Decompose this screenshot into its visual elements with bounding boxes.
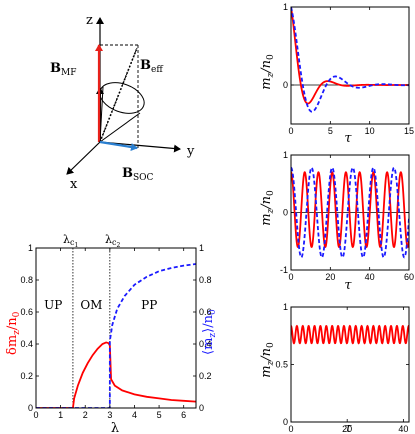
y-tick-label: 1	[283, 302, 288, 312]
series-group	[291, 166, 409, 259]
b-soc-label: BSOC	[122, 166, 154, 183]
y-tick-label: 0.2	[20, 371, 33, 381]
y-tick-label: 0	[283, 417, 288, 427]
y-tick-label: 0.6	[20, 307, 33, 317]
series-group	[291, 324, 409, 345]
z-axis-label: z	[86, 13, 93, 28]
y-right-tick-label: 0.4	[199, 339, 212, 349]
plot-frame	[290, 6, 410, 125]
x-axis-label: x	[70, 177, 78, 192]
x-tick-label: 5	[157, 410, 162, 420]
b-eff-arrow	[99, 47, 138, 143]
y-tick-label: 0	[28, 403, 33, 413]
x-tick-label: 0	[288, 272, 293, 282]
vector-diagram: z y x BMF Beff BSOC	[50, 13, 195, 192]
region-label-om: OM	[80, 298, 102, 312]
series-line-2	[291, 166, 409, 259]
y-tick-label: -1	[280, 265, 288, 275]
x-axis	[66, 141, 101, 175]
x-axis-label: λ	[111, 421, 119, 434]
right-y-label: ⟨mz⟩/n0	[201, 309, 218, 355]
x-tick-label: 0	[288, 126, 293, 136]
plot-frame	[35, 247, 197, 409]
dynamics-chart-2: mz/n0 τ 0 20 40 60-101	[259, 150, 414, 293]
x-tick-label: 0	[288, 424, 293, 434]
x-axis-label: τ	[344, 421, 352, 434]
x-tick-label: 4	[132, 410, 137, 420]
region-label-pp: PP	[141, 298, 157, 312]
cone-line	[99, 112, 141, 143]
x-tick-label: 20	[325, 272, 335, 282]
left-y-label: δmz/n0	[5, 311, 22, 355]
critical-label-2: λc2	[105, 233, 120, 249]
b-mf-label: BMF	[50, 61, 76, 78]
y-tick-label: 0	[283, 208, 288, 218]
y-axis-label: mz/n0	[259, 342, 276, 378]
dynamics-chart-3: mz/n0 τ 0 20 40 0 0.5 1	[259, 302, 410, 434]
y-right-tick-label: 0.6	[199, 307, 212, 317]
y-tick-label: 1	[283, 150, 288, 160]
b-eff-label: Beff	[140, 58, 163, 75]
y-axis-label: mz/n0	[259, 190, 276, 226]
x-tick-label: 3	[107, 410, 112, 420]
series-line-2	[36, 263, 196, 408]
x-tick-label: 5	[328, 126, 333, 136]
y-right-tick-label: 1	[199, 243, 204, 253]
x-tick-label: 2	[83, 410, 88, 420]
x-tick-label: 40	[365, 272, 375, 282]
x-axis-label: τ	[344, 131, 352, 146]
y-right-tick-label: 0.2	[199, 371, 212, 381]
y-right-tick-label: 0	[199, 403, 204, 413]
phase-diagram-chart: λc1 λc2 δmz/n0 ⟨mz⟩/n0 λ UP OM PP0 1 2 3 4 5 60 0…	[5, 233, 218, 434]
plot-frame	[290, 306, 410, 423]
x-tick-label: 6	[181, 410, 186, 420]
y-axis-label: y	[186, 144, 195, 159]
y-right-tick-label: 0.8	[199, 275, 212, 285]
series-line-1	[291, 7, 409, 105]
y-tick-label: 0.5	[275, 360, 288, 370]
x-tick-label: 20	[342, 424, 352, 434]
y-tick-label: 1	[28, 243, 33, 253]
y-tick-label: 0.8	[20, 275, 33, 285]
critical-label-1: λc1	[63, 233, 78, 249]
series-line-1	[36, 341, 196, 408]
x-tick-label: 60	[404, 272, 414, 282]
b-soc-arrow	[99, 140, 138, 151]
x-tick-label: 15	[404, 126, 414, 136]
region-label-up: UP	[44, 298, 62, 312]
precession-ellipse	[99, 82, 145, 114]
series-line-1	[291, 324, 409, 345]
x-axis-label: τ	[344, 278, 352, 293]
y-tick-label: 0.4	[20, 339, 33, 349]
y-axis-label: mz/n0	[259, 54, 276, 90]
y-tick-label: 0	[283, 80, 288, 90]
x-tick-label: 10	[365, 126, 375, 136]
x-tick-label: 0	[33, 410, 38, 420]
y-tick-label: 1	[283, 2, 288, 12]
series-group	[36, 263, 196, 408]
x-tick-label: 40	[398, 424, 408, 434]
series-line-2	[291, 7, 409, 113]
series-group	[291, 7, 409, 113]
series-line-1	[291, 171, 409, 249]
dynamics-chart-1: mz/n0 τ 0 5 10 15 0 1	[259, 2, 414, 146]
x-tick-label: 1	[58, 410, 63, 420]
